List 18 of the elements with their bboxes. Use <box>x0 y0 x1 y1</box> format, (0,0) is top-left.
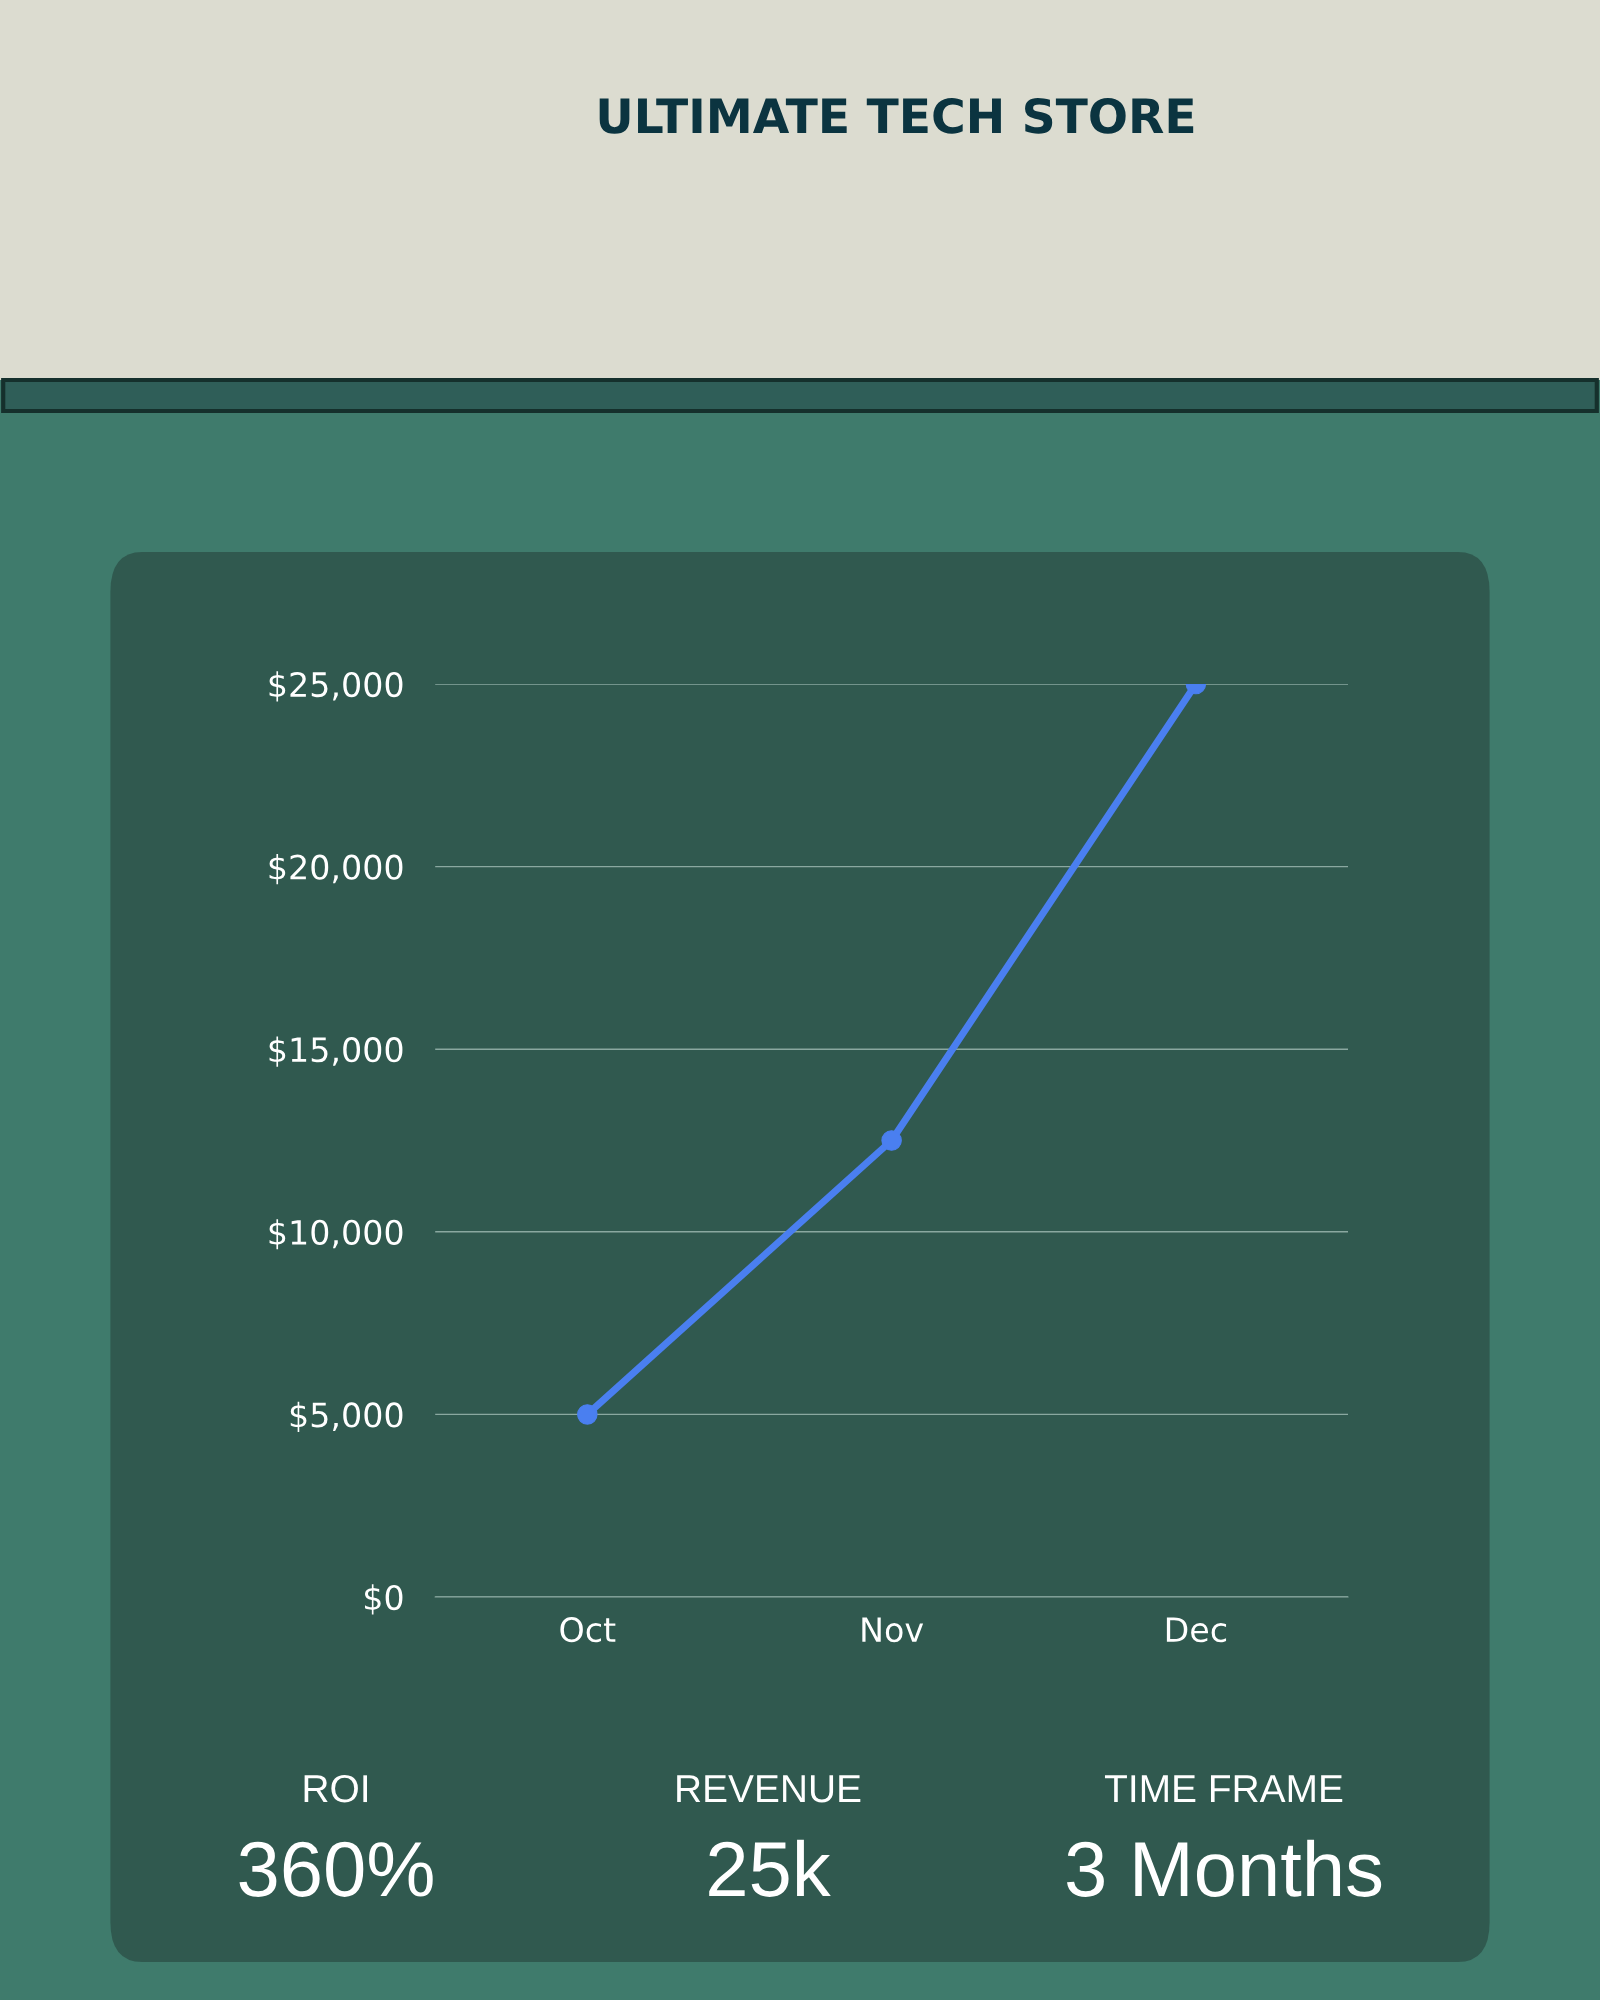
text: ROI <box>304 1774 367 1803</box>
x-tick-label: Dec <box>1166 1617 1227 1643</box>
y-tick-label: $15,000 <box>269 1036 403 1067</box>
text: 25k <box>709 1839 831 1897</box>
y-tick-label: $20,000 <box>269 853 403 885</box>
y-tick-label: $0 <box>364 1584 403 1615</box>
y-tick-label: $25,000 <box>269 671 403 702</box>
y-tick-label: $10,000 <box>269 1219 403 1250</box>
x-tick-label: Nov <box>862 1617 924 1643</box>
point <box>577 1404 598 1425</box>
text: 3 Months <box>1067 1839 1382 1897</box>
text: 360% <box>239 1841 433 1897</box>
chart-title: ULTIMATE TECH STORE <box>599 97 1194 134</box>
point <box>881 1130 902 1151</box>
y-tick-label: $5,000 <box>290 1401 403 1432</box>
x-tick-label: Oct <box>560 1617 616 1643</box>
text: REVENUE <box>677 1775 861 1803</box>
text: TIME FRAME <box>1104 1775 1343 1803</box>
